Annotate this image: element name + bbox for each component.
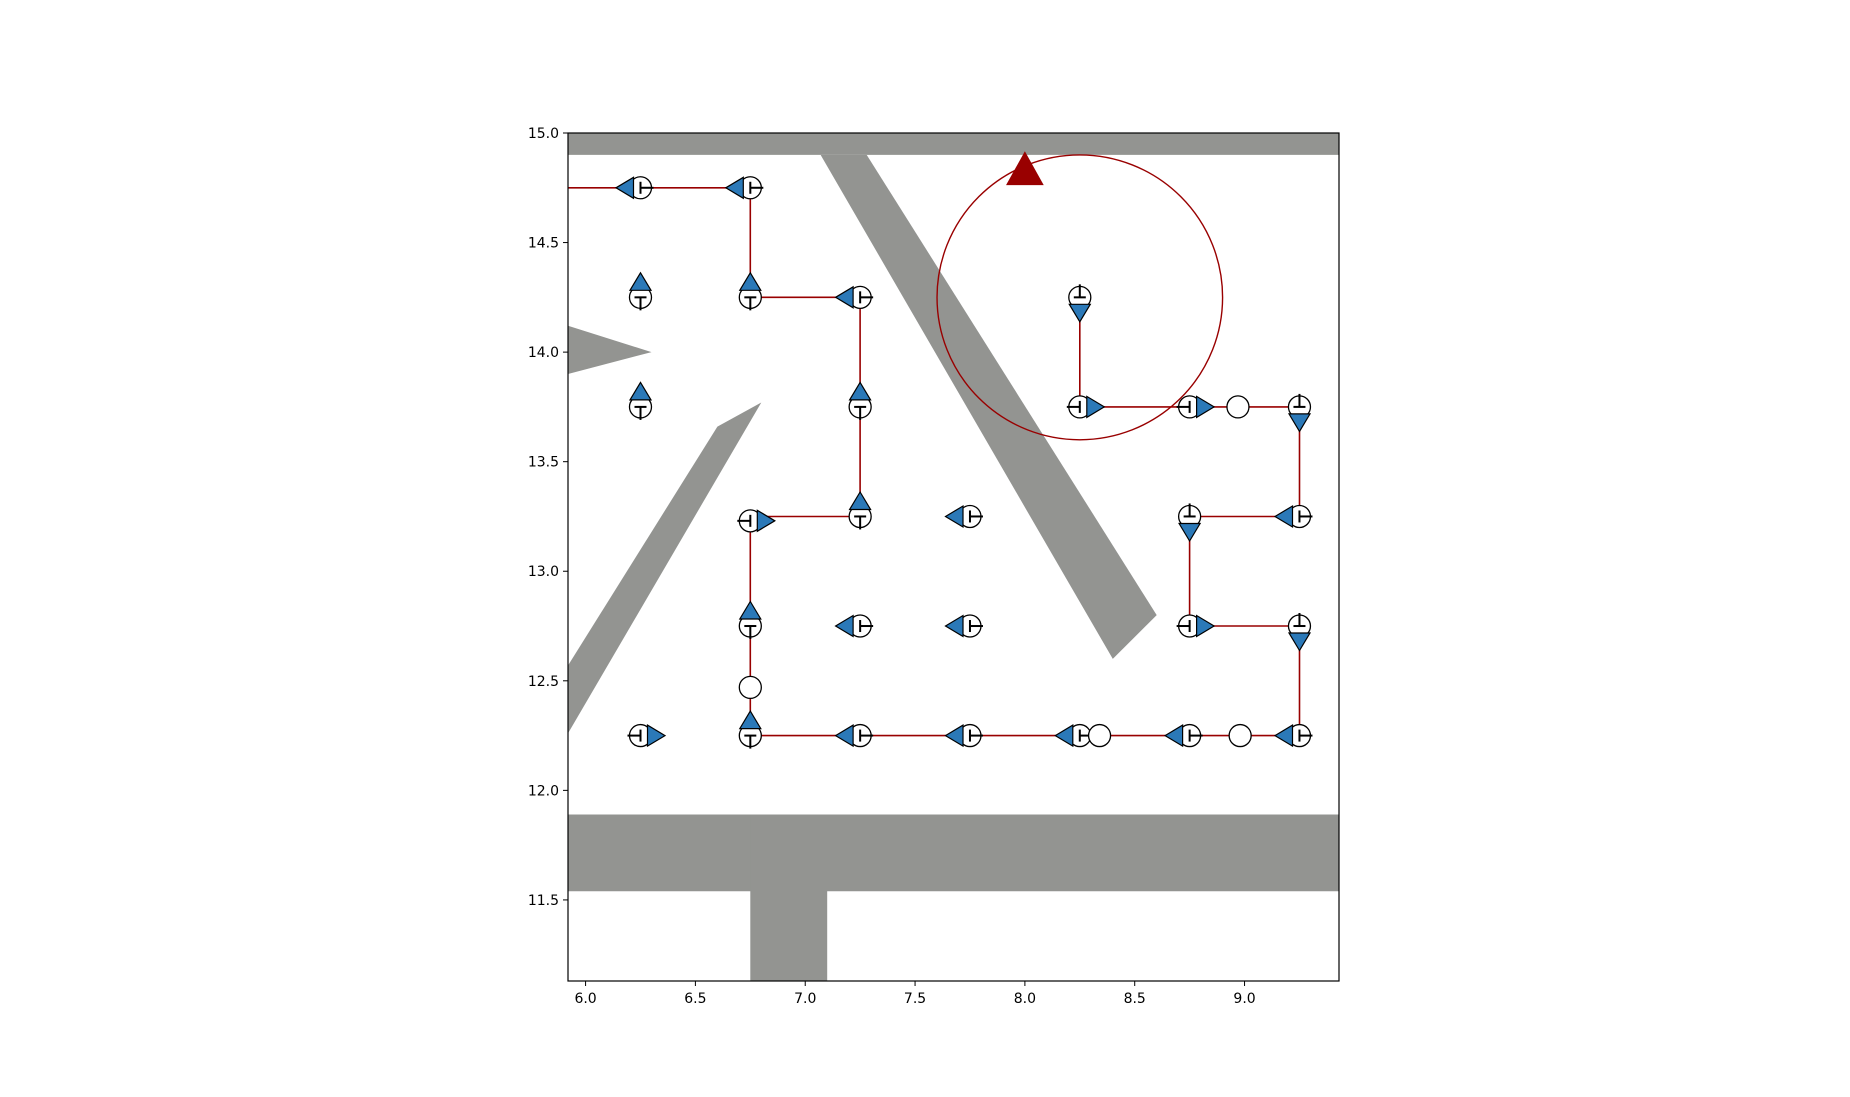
- waypoint: [1054, 723, 1093, 748]
- waypoint: [1226, 395, 1250, 419]
- direction-marker: [1086, 395, 1106, 419]
- direction-marker: [1163, 724, 1184, 748]
- x-tick-label: 8.5: [1124, 991, 1146, 1007]
- waypoint: [834, 285, 874, 309]
- direction-marker: [1195, 395, 1216, 419]
- direction-marker: [1178, 522, 1202, 543]
- y-tick-label: 13.5: [528, 455, 559, 471]
- direction-marker: [724, 176, 744, 200]
- direction-marker: [1054, 724, 1074, 748]
- waypoint: [738, 600, 762, 640]
- direction-marker: [738, 600, 762, 620]
- x-axis: 6.0 6.5 7.0 7.5 8.0 8.5 9.0: [574, 981, 1256, 1007]
- y-tick-label: 13.0: [528, 564, 559, 580]
- waypoint: [1273, 504, 1313, 529]
- direction-marker: [834, 285, 854, 309]
- waypoint: [1176, 614, 1216, 638]
- waypoint: [834, 723, 874, 748]
- waypoint-circle: [1228, 723, 1252, 748]
- direction-marker: [944, 504, 964, 529]
- direction-marker: [848, 490, 872, 511]
- direction-marker: [1287, 632, 1312, 652]
- waypoint: [1163, 723, 1203, 748]
- waypoint: [738, 271, 762, 311]
- direction-marker: [834, 724, 854, 748]
- waypoint: [1087, 723, 1112, 748]
- direction-marker: [834, 614, 854, 638]
- obstacle: [568, 133, 1339, 155]
- axes-frame: [567, 132, 1340, 982]
- plot-area: [568, 133, 1339, 981]
- waypoint: [1177, 503, 1202, 543]
- direction-marker: [738, 271, 762, 291]
- waypoint: [1273, 723, 1313, 748]
- waypoint: [944, 504, 983, 529]
- y-tick-label: 14.0: [528, 345, 559, 361]
- waypoint-circle: [1226, 395, 1250, 419]
- obstacle: [568, 325, 652, 374]
- obstacle-layer: [568, 133, 1339, 981]
- goal-marker: [1006, 151, 1044, 186]
- waypoint: [738, 709, 762, 749]
- direction-marker: [646, 724, 667, 748]
- direction-marker: [1287, 413, 1312, 433]
- y-tick-label: 14.5: [528, 236, 559, 252]
- y-tick-label: 12.5: [528, 674, 559, 690]
- waypoint: [1176, 395, 1216, 419]
- waypoint: [614, 176, 654, 200]
- waypoint: [1068, 284, 1092, 323]
- x-tick-label: 8.0: [1014, 991, 1036, 1007]
- y-tick-label: 12.0: [528, 783, 559, 799]
- direction-marker: [848, 381, 872, 401]
- direction-marker: [1068, 303, 1092, 323]
- obstacle: [568, 402, 762, 734]
- waypoint: [944, 614, 983, 638]
- x-tick-label: 6.0: [574, 991, 596, 1007]
- waypoint: [1066, 395, 1106, 419]
- x-tick-label: 7.5: [904, 991, 926, 1007]
- waypoint: [628, 381, 653, 420]
- waypoint: [1287, 613, 1312, 652]
- direction-marker: [628, 381, 653, 401]
- waypoint: [834, 614, 874, 638]
- x-tick-label: 7.0: [794, 991, 816, 1007]
- waypoint-circle: [1087, 723, 1112, 748]
- circle-region-layer: [936, 154, 1224, 441]
- circle-region: [936, 154, 1224, 441]
- waypoint-layer: [614, 176, 1313, 749]
- x-tick-label: 9.0: [1233, 991, 1255, 1007]
- obstacle: [750, 814, 828, 981]
- waypoint: [627, 723, 667, 748]
- waypoint: [848, 381, 872, 420]
- direction-marker: [944, 614, 964, 638]
- direction-marker: [944, 724, 964, 748]
- y-axis: 11.5 12.0 12.5 13.0 13.5 14.0 14.5 15.0: [528, 126, 568, 909]
- direction-marker: [1273, 724, 1294, 748]
- direction-marker: [1273, 504, 1294, 529]
- direction-marker: [628, 271, 653, 291]
- direction-marker: [756, 509, 776, 533]
- waypoint: [737, 509, 776, 533]
- x-tick-label: 6.5: [684, 991, 706, 1007]
- obstacle: [568, 814, 1339, 892]
- direction-marker: [738, 709, 762, 730]
- waypoint: [944, 723, 983, 748]
- y-tick-label: 11.5: [528, 893, 559, 909]
- goal-layer: [1006, 151, 1044, 186]
- waypoint: [848, 490, 872, 530]
- waypoint: [1228, 723, 1252, 748]
- waypoint: [628, 271, 653, 311]
- direction-marker: [1195, 614, 1216, 638]
- direction-marker: [614, 176, 635, 200]
- waypoint: [1287, 393, 1312, 433]
- waypoint-circle: [738, 675, 762, 700]
- waypoint: [724, 176, 764, 200]
- waypoint: [738, 675, 762, 700]
- y-tick-label: 15.0: [528, 126, 559, 142]
